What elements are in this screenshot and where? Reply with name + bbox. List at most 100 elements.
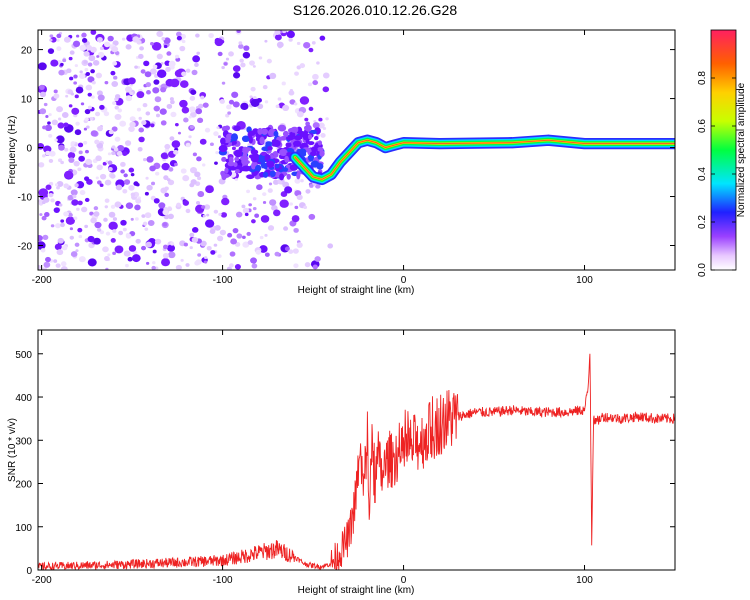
spectrogram-cell bbox=[182, 200, 190, 206]
spectrogram-cell bbox=[39, 108, 47, 115]
spectrogram-cell bbox=[180, 258, 184, 262]
spectrogram-cell bbox=[233, 125, 241, 132]
spectrogram-cell bbox=[248, 203, 252, 207]
spectrogram-cell bbox=[53, 93, 60, 99]
spectrogram-cell bbox=[247, 240, 253, 245]
spectrogram-cell bbox=[160, 187, 168, 194]
spectrogram-cell bbox=[234, 168, 240, 174]
spectrogram-cell bbox=[139, 46, 144, 51]
spectrogram-cell bbox=[156, 30, 164, 38]
spectrogram-cell bbox=[246, 231, 251, 236]
spectrogram-cell bbox=[188, 115, 192, 119]
spectrogram-cell bbox=[299, 63, 306, 69]
spectrogram-cell bbox=[152, 64, 158, 69]
spectrogram-cell bbox=[122, 188, 128, 194]
spectrogram-cell bbox=[84, 224, 89, 229]
spectrogram-cell bbox=[147, 219, 155, 227]
spectrogram-cell bbox=[97, 125, 103, 132]
spectrogram-cell bbox=[74, 242, 80, 247]
spectrogram-cell bbox=[135, 217, 139, 221]
spectrogram-cell bbox=[69, 227, 74, 231]
spectrogram-cell bbox=[135, 183, 140, 187]
spectrogram-cell bbox=[136, 107, 142, 112]
spectrogram-cell bbox=[117, 144, 125, 152]
spectrogram-cell bbox=[296, 41, 301, 45]
spectrogram-cell bbox=[236, 233, 243, 239]
spectrogram-cell bbox=[208, 33, 214, 39]
spectrogram-cell bbox=[316, 61, 320, 65]
spectrogram-cell bbox=[168, 251, 176, 259]
spectrogram-cell bbox=[229, 251, 236, 257]
spectrogram-cell bbox=[60, 261, 67, 267]
spectrogram-cell bbox=[135, 238, 141, 244]
spectrogram-cell bbox=[47, 121, 51, 125]
spectrogram-cell bbox=[87, 258, 97, 267]
spectrogram-cell bbox=[104, 41, 111, 48]
spectrogram-cell bbox=[38, 62, 47, 71]
spectrogram-cell bbox=[258, 56, 263, 60]
spectrogram-cell bbox=[56, 38, 60, 42]
spectrogram-cell bbox=[234, 178, 239, 182]
spectrogram-cell bbox=[49, 34, 54, 38]
spectrogram-cell bbox=[191, 236, 199, 243]
spectrogram-cell bbox=[38, 235, 43, 242]
spectrogram-cell bbox=[151, 42, 162, 51]
spectrogram-cell bbox=[195, 108, 203, 115]
spectrogram-y-ticks: 20 10 0 -10 -20 bbox=[18, 46, 675, 253]
spectrogram-cell bbox=[83, 127, 88, 131]
spectrogram-cell bbox=[81, 32, 87, 38]
spectrogram-cell bbox=[145, 241, 152, 248]
spectrogram-cell bbox=[113, 147, 119, 152]
spectrogram-cell bbox=[104, 198, 110, 203]
spectrogram-cell bbox=[179, 99, 188, 108]
spectrogram-cell bbox=[66, 68, 72, 74]
spectrogram-cell bbox=[226, 266, 232, 270]
spectrogram-cell bbox=[57, 237, 64, 244]
spectrogram-cell bbox=[68, 157, 75, 163]
spectrogram-cell bbox=[71, 199, 79, 206]
spectrogram-cell bbox=[99, 104, 105, 110]
spectrogram-cell bbox=[50, 224, 55, 228]
spectrogram-cell bbox=[151, 265, 156, 270]
spectrogram-cell bbox=[241, 204, 246, 209]
spectrogram-cell bbox=[220, 170, 225, 176]
spectrogram-cell bbox=[230, 238, 238, 245]
spectrogram-cell bbox=[156, 53, 163, 60]
spectrogram-cell bbox=[160, 86, 167, 93]
spectrogram-cell bbox=[72, 194, 77, 199]
spectrogram-cell bbox=[233, 72, 241, 79]
spectrogram-cell bbox=[221, 197, 230, 206]
spectrogram-cell bbox=[232, 228, 239, 234]
spectrogram-cell bbox=[125, 202, 134, 209]
spectrogram-cell bbox=[312, 264, 318, 270]
spectrogram-cell bbox=[142, 221, 148, 226]
spectrogram-cell bbox=[155, 113, 160, 118]
snr-x-axis-title: Height of straight line (km) bbox=[298, 585, 415, 596]
spectrogram-cell bbox=[75, 86, 84, 94]
spectrogram-cell bbox=[308, 213, 316, 220]
snr-x-tick-label: 0 bbox=[401, 575, 407, 586]
spectrogram-cell bbox=[99, 183, 104, 188]
spectrogram-cell bbox=[144, 227, 149, 231]
spectrogram-cell bbox=[146, 156, 154, 163]
spectrogram-cell bbox=[284, 186, 293, 194]
spectrogram-cell bbox=[283, 226, 289, 231]
spectrogram-cell bbox=[110, 204, 116, 209]
spectrogram-cell bbox=[96, 164, 103, 171]
spectrogram-cell bbox=[58, 69, 65, 76]
spectrogram-cell bbox=[162, 209, 169, 216]
spectrogram-cell bbox=[267, 146, 273, 151]
spectrogram-cell bbox=[173, 149, 179, 155]
spectrogram-cell bbox=[221, 156, 227, 162]
spectrogram-cell bbox=[204, 127, 211, 133]
spectrogram-cell bbox=[48, 192, 54, 198]
spectrogram-cell bbox=[277, 97, 282, 101]
spectrogram-cell bbox=[217, 51, 223, 57]
snr-x-tick-label: -100 bbox=[213, 575, 233, 586]
spectrogram-cell bbox=[164, 192, 170, 198]
spectrogram-cell bbox=[232, 101, 240, 108]
spectrogram-cell bbox=[135, 198, 142, 204]
spectrogram-cell bbox=[273, 130, 279, 137]
spectrogram-cell bbox=[262, 192, 267, 197]
